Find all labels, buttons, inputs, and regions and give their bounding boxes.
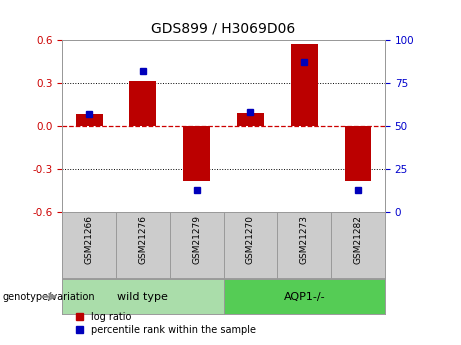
Bar: [183, 126, 210, 180]
Bar: [237, 113, 264, 126]
Bar: [344, 126, 372, 180]
Text: wild type: wild type: [118, 292, 168, 302]
Title: GDS899 / H3069D06: GDS899 / H3069D06: [152, 22, 296, 36]
Bar: [291, 44, 318, 126]
Legend: log ratio, percentile rank within the sample: log ratio, percentile rank within the sa…: [77, 312, 256, 335]
Text: GSM21276: GSM21276: [138, 215, 148, 264]
Text: genotype/variation: genotype/variation: [2, 292, 95, 302]
Text: GSM21270: GSM21270: [246, 215, 255, 264]
Text: GSM21266: GSM21266: [85, 215, 94, 264]
Text: AQP1-/-: AQP1-/-: [284, 292, 325, 302]
Bar: [130, 81, 156, 126]
Text: GSM21282: GSM21282: [354, 215, 362, 264]
Text: GSM21279: GSM21279: [192, 215, 201, 264]
Text: GSM21273: GSM21273: [300, 215, 309, 264]
Bar: [76, 115, 102, 126]
